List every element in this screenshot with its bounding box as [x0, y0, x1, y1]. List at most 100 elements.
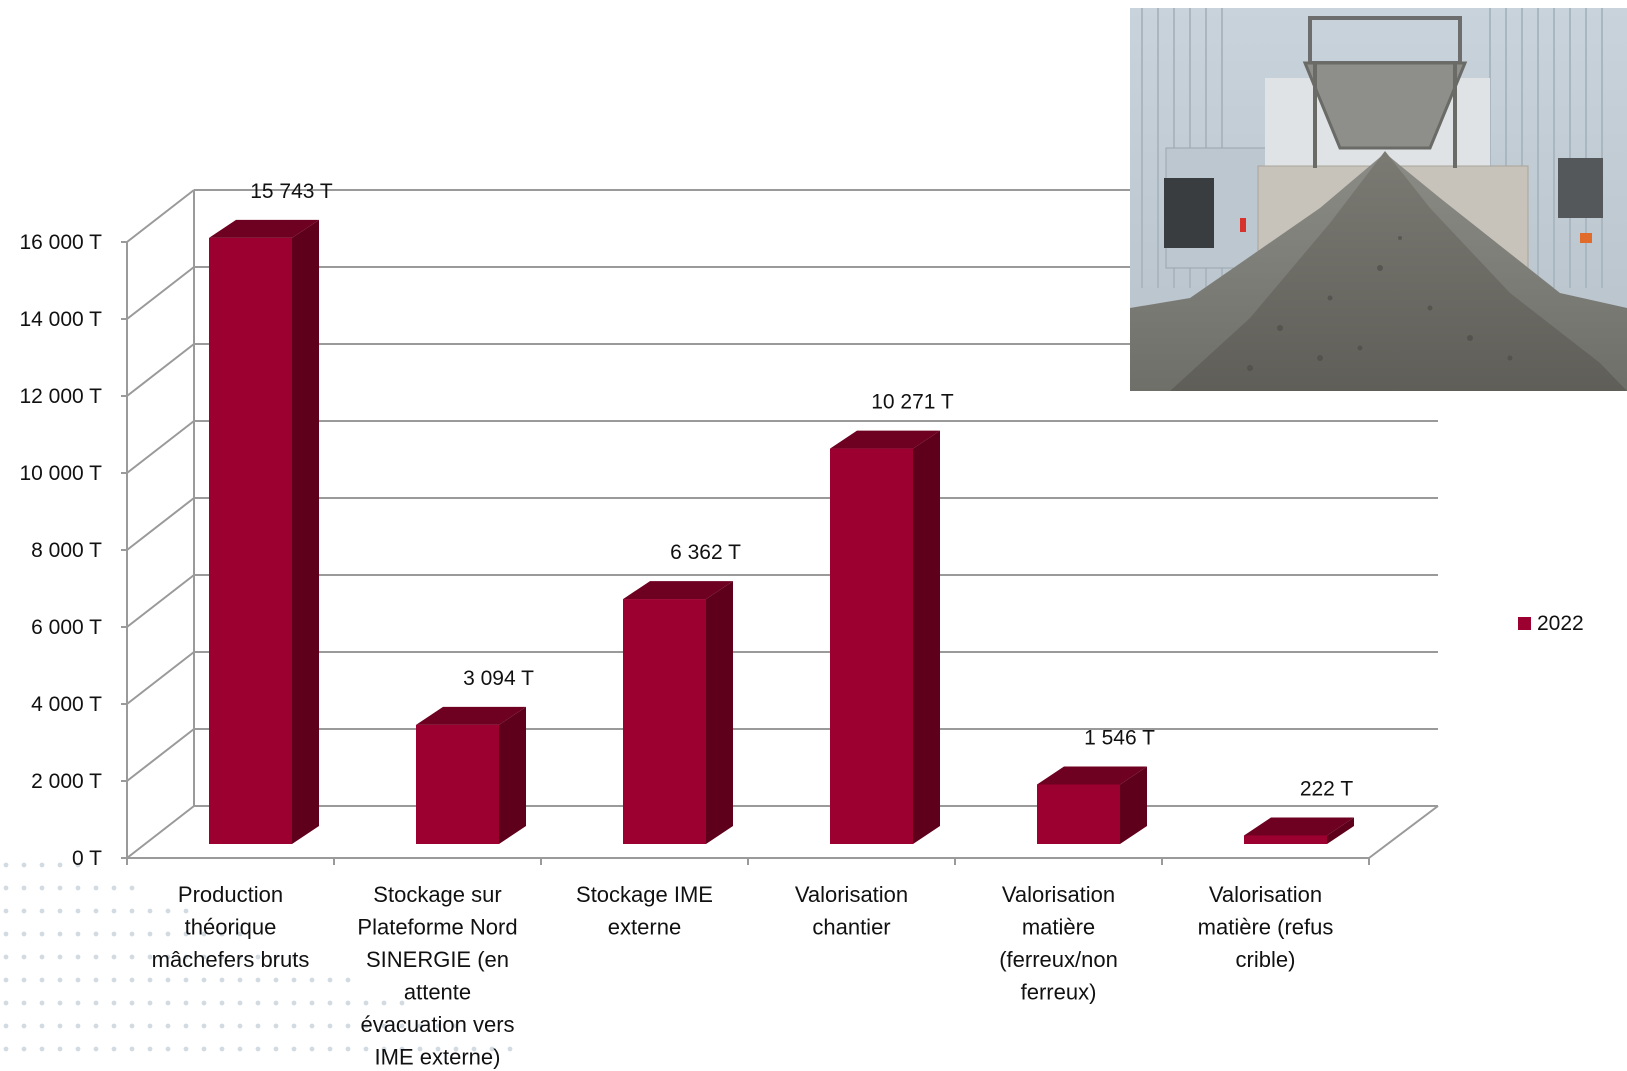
gridline-depth [126, 805, 195, 859]
background-dot [273, 954, 279, 960]
background-dot [111, 954, 117, 960]
x-category-label: Stockage IME externe [576, 882, 713, 940]
background-dot [75, 954, 81, 960]
bar-front [830, 448, 913, 844]
bar-top [623, 581, 733, 600]
bar-front [1037, 784, 1120, 844]
background-dot [237, 1046, 243, 1052]
background-dot-pattern [3, 862, 513, 1052]
background-dot [237, 977, 243, 983]
photo-bottom-ash-pile [1130, 8, 1627, 391]
x-axis-categories: Production théorique mâchefers bruts Stocka… [152, 882, 1334, 1070]
background-dot [111, 1000, 117, 1006]
background-dot [57, 931, 63, 937]
y-axis-ticks: 0 T 2 000 T 4 000 T 6 000 T 8 000 T 10 000 T 1… [19, 231, 102, 870]
background-dot [381, 1046, 387, 1052]
background-dot [309, 1000, 315, 1006]
x-category-label: Valorisation chantier [795, 882, 908, 940]
background-dot [21, 977, 27, 983]
background-dot [147, 1000, 153, 1006]
background-dot [3, 931, 9, 937]
background-dot [381, 1000, 387, 1006]
background-dot [21, 1046, 27, 1052]
bar-front [1244, 835, 1327, 844]
background-dot [3, 1046, 9, 1052]
background-dot [399, 1046, 405, 1052]
background-dot [309, 1023, 315, 1029]
background-dot [111, 931, 117, 937]
background-dot [255, 1046, 261, 1052]
y-tick-label: 0 T [72, 847, 102, 870]
background-dot [39, 862, 45, 868]
gridline-depth [126, 189, 195, 243]
data-label: 1 546 T [1084, 726, 1155, 749]
gridline-depth [126, 651, 195, 705]
y-tick-label: 12 000 T [19, 385, 102, 408]
background-dot [57, 1046, 63, 1052]
bar-side [913, 430, 940, 844]
bar [416, 706, 526, 844]
bar-side [499, 706, 526, 844]
x-category-label: Valorisation matière (ferreux/non ferreux) [999, 882, 1118, 1005]
bar-front [209, 237, 292, 844]
gridline-depth [126, 574, 195, 628]
background-dot [453, 1023, 459, 1029]
bar-top [416, 706, 526, 725]
x-category-label: Valorisation matière (refus crible) [1198, 882, 1334, 972]
background-dot [345, 1046, 351, 1052]
background-dot [3, 862, 9, 868]
background-dot [111, 908, 117, 914]
background-dot [453, 1046, 459, 1052]
background-dot [3, 977, 9, 983]
background-dot [255, 977, 261, 983]
background-dot [93, 954, 99, 960]
background-dot [255, 1023, 261, 1029]
y-tick-label: 2 000 T [31, 770, 102, 793]
background-dot [201, 977, 207, 983]
background-dot [129, 908, 135, 914]
background-dot [309, 1046, 315, 1052]
background-dot [111, 1046, 117, 1052]
background-dot [327, 1023, 333, 1029]
background-dot [39, 931, 45, 937]
background-dot [93, 908, 99, 914]
background-dot [219, 1023, 225, 1029]
background-dot [255, 954, 261, 960]
background-dot [201, 1023, 207, 1029]
background-dot [129, 977, 135, 983]
background-dot [129, 885, 135, 891]
background-dot [399, 1000, 405, 1006]
background-dot [147, 1023, 153, 1029]
background-dot [273, 1000, 279, 1006]
background-dot [201, 1000, 207, 1006]
background-dot [39, 885, 45, 891]
background-dot [93, 885, 99, 891]
background-dot [21, 885, 27, 891]
background-dot [273, 1046, 279, 1052]
y-tick-label: 8 000 T [31, 539, 102, 562]
background-dot [435, 1046, 441, 1052]
background-dot [219, 977, 225, 983]
background-dot [165, 1046, 171, 1052]
background-dot [39, 977, 45, 983]
background-dot [165, 977, 171, 983]
bar [209, 219, 319, 844]
y-tick-label: 14 000 T [19, 308, 102, 331]
data-labels: 15 743 T 3 094 T 6 362 T 10 271 T 1 546 T 222… [250, 180, 1353, 801]
bar-top [1037, 766, 1147, 785]
background-dot [147, 954, 153, 960]
background-dot [435, 1023, 441, 1029]
background-dot [273, 1023, 279, 1029]
legend-swatch [1518, 617, 1531, 630]
background-dot [39, 908, 45, 914]
background-dot [219, 1046, 225, 1052]
background-dot [489, 1046, 495, 1052]
background-dot [183, 977, 189, 983]
background-dot [237, 1023, 243, 1029]
background-dot [75, 1046, 81, 1052]
background-dot [327, 977, 333, 983]
background-dot [183, 1023, 189, 1029]
x-category-label: Stockage sur Plateforme Nord SINERGIE (en a… [357, 882, 517, 1070]
background-dot [3, 885, 9, 891]
y-tick-label: 6 000 T [31, 616, 102, 639]
